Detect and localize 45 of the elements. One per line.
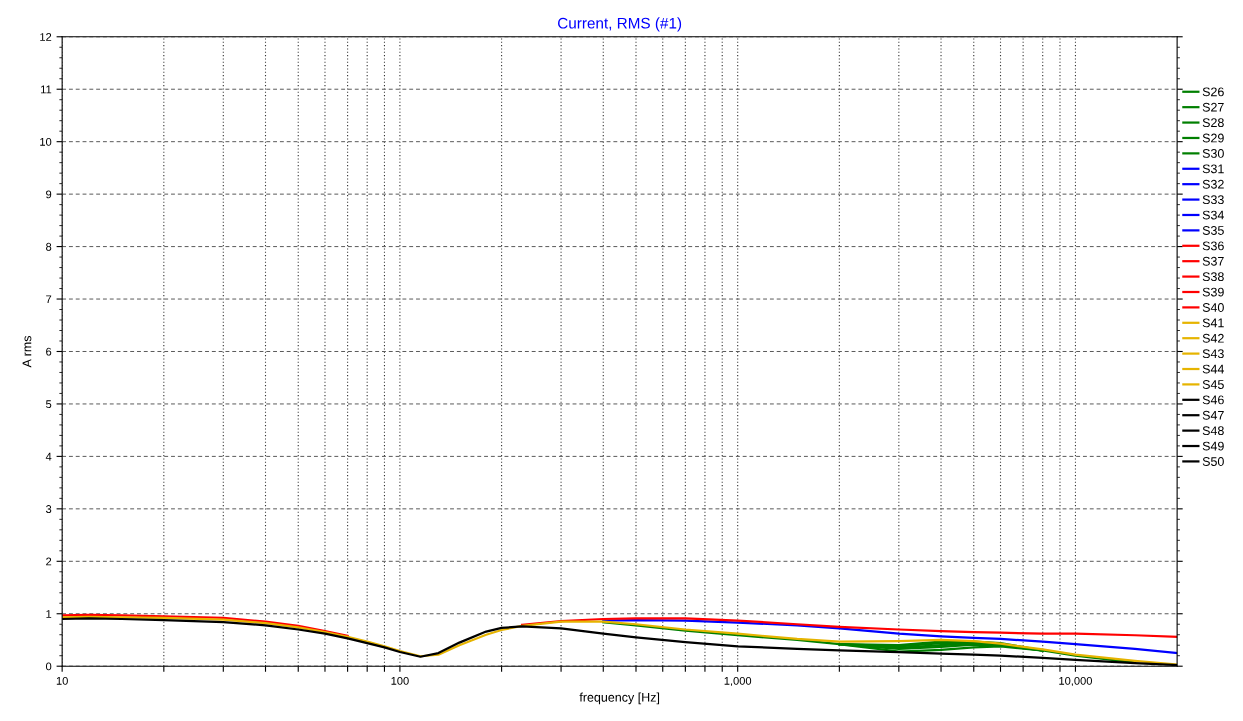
- y-tick-label: 10: [40, 137, 52, 146]
- y-tick-label: 3: [45, 505, 52, 513]
- y-tick-label: 12: [40, 33, 52, 41]
- y-tick-label: 0: [45, 662, 52, 671]
- x-tick-label: 1,000: [724, 676, 752, 687]
- chart-title: Current, RMS (#1): [558, 17, 682, 32]
- legend-label: S44: [1202, 364, 1224, 374]
- legend-label: S32: [1202, 179, 1224, 189]
- legend-label: S29: [1202, 133, 1224, 143]
- legend-label: S42: [1202, 333, 1224, 343]
- legend-label: S49: [1202, 441, 1224, 451]
- y-tick-label: 8: [46, 242, 52, 251]
- legend-label: S39: [1202, 287, 1224, 297]
- legend-label: S46: [1202, 395, 1224, 405]
- legend-label: S43: [1202, 349, 1224, 359]
- legend-label: S37: [1202, 256, 1224, 266]
- y-tick-label: 4: [45, 452, 52, 461]
- legend-label: S33: [1202, 195, 1224, 205]
- legend-label: S45: [1202, 380, 1224, 389]
- legend-label: S27: [1202, 102, 1224, 112]
- y-tick-label: 9: [46, 190, 52, 199]
- y-tick-label: 11: [41, 85, 52, 94]
- y-axis-title: A rms: [22, 335, 32, 368]
- x-axis-title: frequency [Hz]: [579, 692, 660, 705]
- legend-label: S50: [1202, 457, 1224, 466]
- legend-label: S40: [1202, 303, 1224, 312]
- legend-label: S47: [1202, 410, 1224, 420]
- legend-label: S31: [1202, 164, 1224, 174]
- legend-label: S34: [1202, 210, 1224, 220]
- y-tick-label: 1: [46, 610, 52, 618]
- legend-label: S28: [1202, 118, 1224, 128]
- legend-label: S35: [1202, 226, 1224, 235]
- x-tick-label: 10: [56, 676, 68, 685]
- x-tick-label: 100: [391, 676, 409, 685]
- x-tick-label: 10,000: [1059, 676, 1092, 687]
- legend-label: S41: [1202, 318, 1224, 328]
- y-tick-label: 2: [46, 557, 52, 566]
- legend-label: S48: [1202, 426, 1224, 436]
- legend-label: S30: [1202, 149, 1224, 158]
- y-tick-label: 7: [46, 295, 52, 304]
- legend-label: S36: [1202, 241, 1224, 251]
- y-tick-label: 5: [46, 400, 52, 409]
- y-tick-label: 6: [46, 347, 52, 356]
- legend-label: S26: [1202, 87, 1224, 97]
- legend-label: S38: [1202, 272, 1224, 282]
